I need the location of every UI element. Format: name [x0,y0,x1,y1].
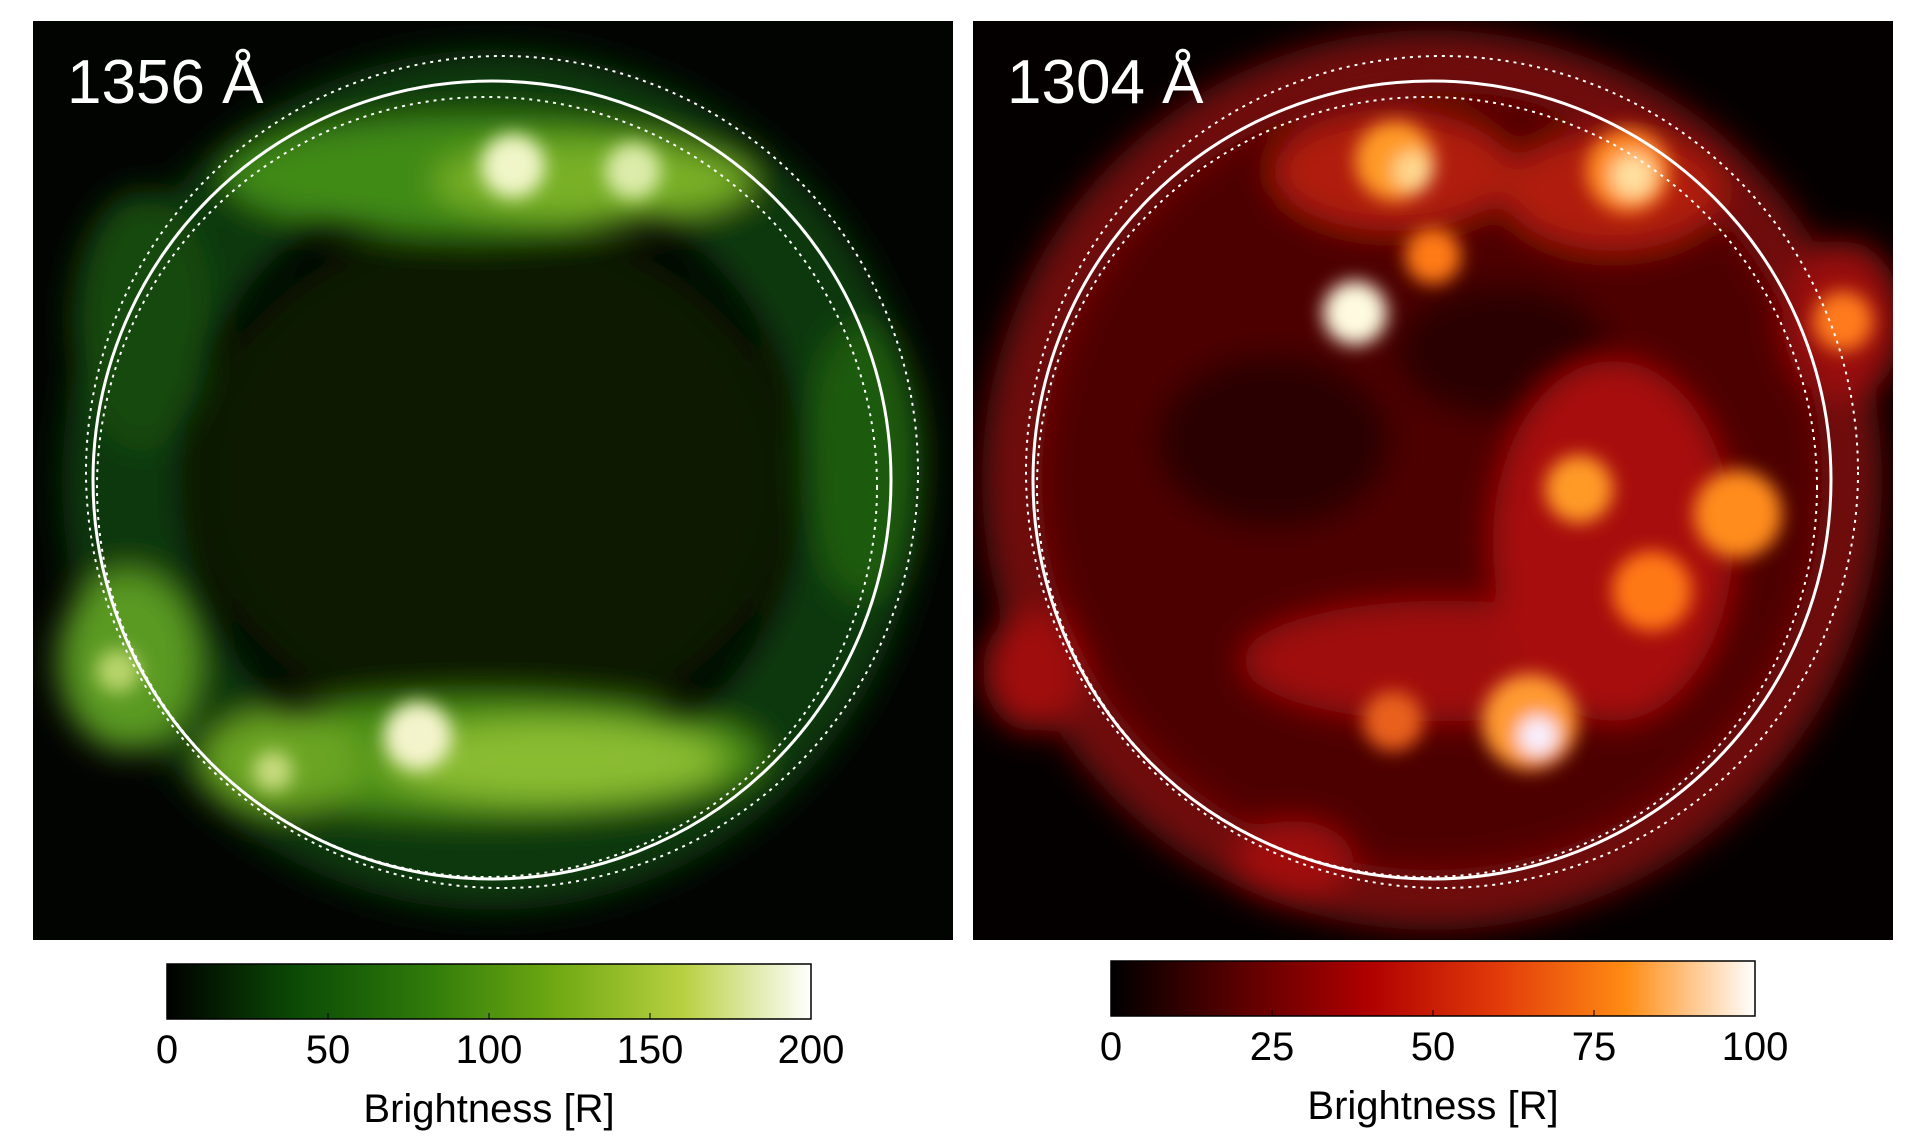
colorbar-tick-label: 100 [1722,1025,1789,1069]
panel-title: 1356 Å [67,48,264,117]
image-panel: 1356 Å [33,21,953,940]
limb-circle [1031,79,1833,881]
colorbar-tick-label: 200 [778,1028,845,1072]
colorbar-tick-label: 50 [1411,1025,1456,1069]
colorbar-tick-label: 150 [617,1028,684,1072]
colorbar-tick-label: 50 [306,1028,351,1072]
dotted-circle [85,55,919,889]
colorbar-label: Brightness [R] [363,1087,614,1131]
emission [982,30,1893,930]
colorbar [1110,960,1756,1017]
colorbar-tick-label: 0 [1100,1025,1122,1069]
dotted-circle [1025,55,1859,889]
bright-spots [1323,121,1873,770]
image-panel: 1304 Å [973,21,1893,940]
dotted-circle [96,96,878,878]
limb-circle [91,79,893,881]
colorbar [166,963,812,1020]
colorbar-label: Brightness [R] [1307,1084,1558,1128]
colorbar-tick-label: 100 [456,1028,523,1072]
panel-title: 1304 Å [1007,48,1204,117]
dotted-circle [1036,96,1818,878]
colorbar-tick-label: 25 [1250,1025,1295,1069]
colorbar-tick-label: 0 [156,1028,178,1072]
colorbar-tick-label: 75 [1572,1025,1617,1069]
bright-spots [96,134,661,791]
